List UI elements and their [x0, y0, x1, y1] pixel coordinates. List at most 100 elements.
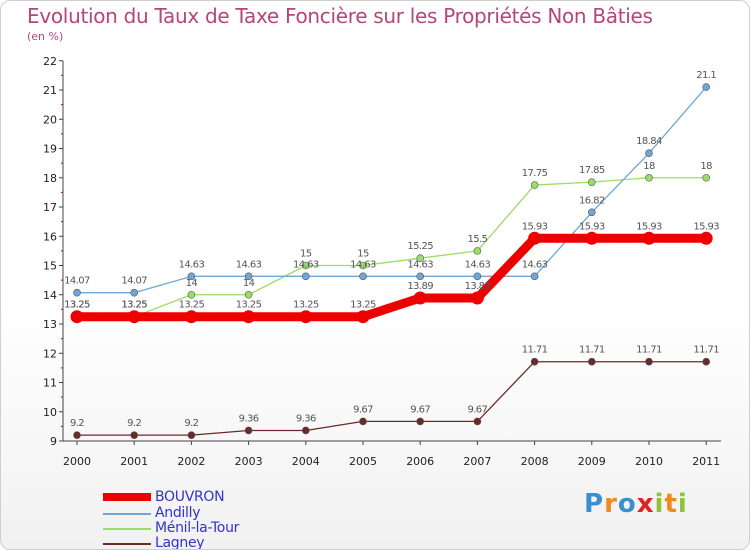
x-tick-label: 2011 [692, 455, 720, 468]
data-point-bouvron [585, 231, 599, 245]
data-point-lagney [587, 357, 596, 366]
data-label-menil-la-tour: 17.85 [579, 165, 605, 176]
data-point-andilly [187, 272, 196, 281]
data-point-bouvron [242, 310, 256, 324]
data-point-bouvron [413, 291, 427, 305]
x-tick-label: 2002 [177, 455, 205, 468]
y-tick-label: 11 [43, 377, 57, 390]
data-label-lagney: 9.67 [410, 404, 430, 415]
data-label-andilly: 14.07 [121, 276, 147, 287]
data-label-bouvron: 15.93 [693, 221, 719, 232]
data-label-bouvron: 13.25 [121, 300, 147, 311]
data-label-menil-la-tour: 18 [700, 161, 712, 172]
data-point-andilly [473, 272, 482, 281]
y-tick-label: 17 [43, 201, 57, 214]
data-label-andilly: 14.63 [179, 259, 205, 270]
data-point-andilly [244, 272, 253, 281]
data-label-andilly: 14.63 [236, 259, 262, 270]
chart-subtitle: (en %) [27, 30, 64, 43]
data-label-andilly: 14.63 [407, 259, 433, 270]
series-line-menil-la-tour [76, 177, 707, 318]
data-point-lagney [130, 431, 138, 439]
x-tick-label: 2001 [120, 455, 148, 468]
data-label-menil-la-tour: 14 [243, 278, 255, 289]
legend-label-bouvron: BOUVRON [155, 489, 225, 505]
data-label-menil-la-tour: 15 [357, 249, 369, 260]
data-label-bouvron: 13.25 [179, 300, 205, 311]
x-tick-label: 2007 [463, 455, 491, 468]
data-label-bouvron: 13.89 [407, 281, 433, 292]
data-label-bouvron: 13.25 [293, 300, 319, 311]
data-label-lagney: 9.2 [184, 418, 198, 429]
data-label-lagney: 9.2 [127, 418, 141, 429]
data-point-bouvron [70, 310, 84, 324]
data-label-menil-la-tour: 17.75 [522, 168, 548, 179]
data-point-menil-la-tour [587, 178, 596, 186]
data-label-menil-la-tour: 18 [643, 161, 655, 172]
x-tick-label: 2005 [349, 455, 377, 468]
data-point-menil-la-tour [187, 290, 196, 299]
data-point-lagney [645, 357, 653, 366]
data-point-andilly [416, 272, 425, 281]
series-line-andilly [76, 86, 707, 294]
data-point-bouvron [299, 310, 313, 324]
data-point-bouvron [470, 291, 484, 305]
data-label-menil-la-tour: 15 [300, 249, 312, 260]
data-point-bouvron [699, 231, 713, 245]
x-tick-label: 2008 [521, 455, 549, 468]
data-label-menil-la-tour: 13.25 [121, 300, 147, 311]
data-point-andilly [587, 208, 596, 217]
data-point-menil-la-tour [301, 261, 310, 270]
y-tick-label: 14 [43, 289, 57, 302]
x-tick-label: 2009 [578, 455, 606, 468]
data-label-andilly: 21.1 [696, 70, 716, 81]
y-tick-label: 19 [43, 143, 57, 156]
data-point-andilly [645, 149, 653, 157]
data-point-lagney [73, 431, 81, 439]
y-tick-label: 15 [43, 260, 57, 273]
data-point-lagney [187, 431, 196, 439]
data-label-lagney: 9.36 [239, 413, 259, 424]
data-label-lagney: 9.36 [296, 413, 316, 424]
data-point-menil-la-tour [244, 290, 253, 299]
data-point-andilly [73, 288, 81, 297]
legend-swatch-bouvron [103, 493, 151, 501]
data-point-andilly [301, 272, 310, 281]
y-tick-label: 10 [43, 406, 57, 419]
data-label-bouvron: 15.93 [579, 221, 605, 232]
data-label-bouvron: 13.89 [465, 281, 491, 292]
legend-swatch-menil-la-tour [103, 528, 151, 530]
y-tick-label: 16 [43, 230, 57, 243]
legend-swatch-lagney [103, 543, 151, 545]
data-point-menil-la-tour [359, 261, 367, 270]
legend-swatch-andilly [103, 513, 151, 515]
y-tick-label: 20 [43, 113, 57, 126]
data-point-menil-la-tour [473, 247, 482, 255]
data-label-menil-la-tour: 15.25 [407, 241, 433, 252]
y-tick-label: 12 [43, 347, 57, 360]
data-label-lagney: 11.71 [693, 345, 719, 356]
legend-label-andilly: Andilly [155, 505, 201, 521]
data-point-lagney [301, 426, 310, 435]
data-point-menil-la-tour [645, 173, 653, 182]
data-point-lagney [702, 357, 711, 366]
data-point-andilly [702, 83, 711, 91]
y-tick-label: 18 [43, 172, 57, 185]
data-label-lagney: 9.67 [353, 404, 373, 415]
data-point-lagney [244, 426, 253, 435]
data-point-andilly [130, 288, 138, 297]
data-point-lagney [359, 417, 367, 426]
y-tick-label: 21 [43, 84, 57, 97]
data-label-andilly: 18.84 [636, 136, 662, 147]
chart-title: Evolution du Taux de Taxe Foncière sur l… [27, 4, 653, 28]
data-point-bouvron [528, 231, 542, 245]
x-tick-label: 2010 [635, 455, 663, 468]
data-label-andilly: 14.63 [293, 259, 319, 270]
data-label-andilly: 14.63 [350, 259, 376, 270]
data-point-lagney [530, 357, 539, 366]
data-label-menil-la-tour: 15.5 [467, 234, 487, 245]
data-label-bouvron: 15.93 [636, 221, 662, 232]
legend-label-menil-la-tour: Ménil-la-Tour [155, 520, 240, 536]
